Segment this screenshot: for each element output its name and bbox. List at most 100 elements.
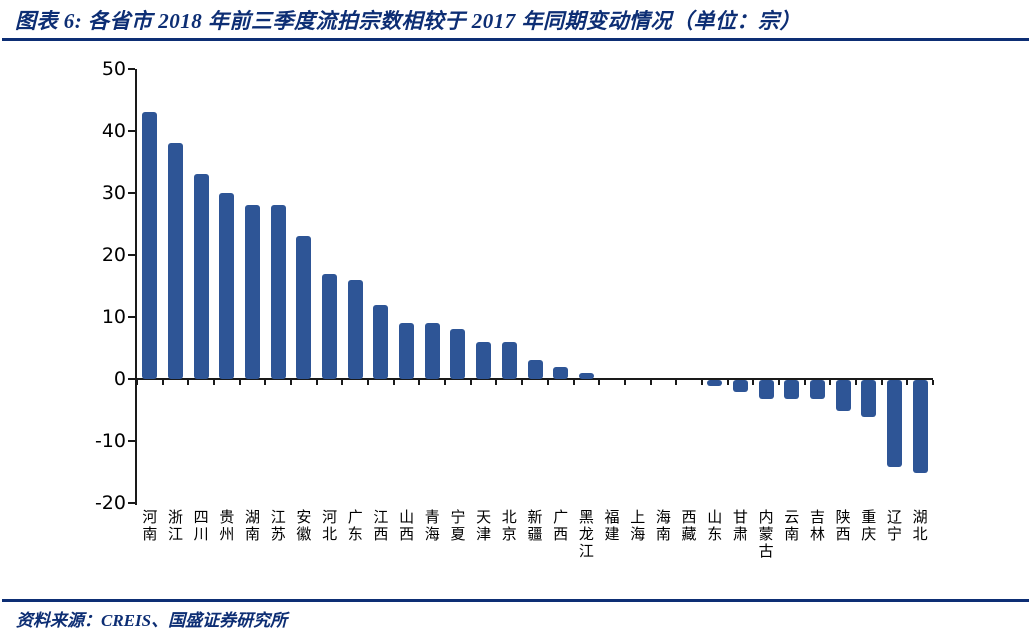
footer-divider	[2, 599, 1029, 602]
y-tick	[128, 440, 135, 442]
x-tick	[726, 380, 729, 385]
x-tick	[649, 380, 652, 385]
bar	[758, 380, 774, 399]
y-tick-label: -20	[94, 492, 126, 514]
plot-area: 河南浙江四川贵州湖南江苏安徽河北广东江西山西青海宁夏天津北京新疆广西黑龙江福建上…	[128, 68, 934, 560]
y-tick-label: 10	[101, 306, 126, 328]
y-axis-labels: 50 40 30 20 10 0 -10 -20	[60, 58, 126, 514]
y-tick	[128, 68, 135, 70]
x-tick	[418, 380, 421, 385]
category-label: 重庆	[861, 510, 877, 543]
category-label: 江西	[373, 510, 389, 543]
y-tick	[128, 130, 135, 132]
bar	[476, 341, 492, 379]
bar	[219, 193, 235, 379]
x-tick	[932, 380, 934, 385]
x-tick	[752, 380, 755, 385]
x-tick	[546, 380, 549, 385]
category-label: 天津	[476, 510, 492, 543]
x-tick	[495, 380, 498, 385]
bar	[527, 360, 543, 379]
x-tick	[829, 380, 832, 385]
bar	[296, 236, 312, 379]
x-tick	[341, 380, 344, 385]
y-tick	[128, 192, 135, 194]
y-tick-label: 0	[113, 368, 126, 390]
category-label: 陕西	[835, 510, 851, 543]
bar	[912, 380, 928, 473]
x-tick	[264, 380, 267, 385]
category-label: 青海	[424, 510, 440, 543]
y-tick	[128, 378, 135, 380]
bar	[861, 380, 877, 418]
title-divider	[2, 38, 1029, 41]
bar	[809, 380, 825, 399]
x-tick	[161, 380, 164, 385]
x-tick	[854, 380, 857, 385]
bar	[399, 323, 415, 379]
category-label: 甘肃	[732, 510, 748, 543]
category-label: 宁夏	[450, 510, 466, 543]
source-text: 资料来源：CREIS、国盛证券研究所	[16, 611, 288, 630]
y-tick-label: 40	[101, 120, 126, 142]
y-tick-label: 50	[101, 58, 126, 80]
category-label: 河南	[142, 510, 158, 543]
category-label: 贵州	[219, 510, 235, 543]
x-tick	[392, 380, 395, 385]
bar	[707, 380, 723, 387]
category-label: 北京	[501, 510, 517, 543]
x-tick	[880, 380, 883, 385]
category-label: 上海	[630, 510, 646, 543]
y-tick-label: -10	[94, 430, 126, 452]
category-label: 广西	[553, 510, 569, 543]
bar	[886, 380, 902, 467]
x-tick	[675, 380, 678, 385]
category-label: 黑龙江	[578, 510, 594, 560]
bar	[450, 329, 466, 379]
x-tick	[315, 380, 318, 385]
x-tick	[469, 380, 472, 385]
category-label: 江苏	[270, 510, 286, 543]
x-tick	[136, 380, 138, 385]
x-tick	[521, 380, 524, 385]
bar	[142, 112, 158, 379]
bar	[553, 366, 569, 379]
category-label: 新疆	[527, 510, 543, 543]
category-label: 辽宁	[886, 510, 902, 543]
category-label: 湖南	[245, 510, 261, 543]
bar	[347, 279, 363, 379]
category-label: 福建	[604, 510, 620, 543]
category-label: 海南	[655, 510, 671, 543]
bar	[732, 380, 748, 393]
y-axis-line	[135, 69, 137, 505]
y-tick-label: 20	[101, 244, 126, 266]
x-axis-line	[135, 378, 933, 380]
bar	[501, 341, 517, 379]
bar	[270, 205, 286, 379]
bar	[835, 380, 851, 411]
category-label: 湖北	[912, 510, 928, 543]
y-tick-label: 30	[101, 182, 126, 204]
category-label: 吉林	[809, 510, 825, 543]
category-label: 四川	[193, 510, 209, 543]
bar	[245, 205, 261, 379]
x-tick	[598, 380, 601, 385]
x-tick	[623, 380, 626, 385]
category-label: 广东	[347, 510, 363, 543]
x-tick	[572, 380, 575, 385]
chart-title: 图表 6: 各省市 2018 年前三季度流拍宗数相较于 2017 年同期变动情况…	[15, 9, 801, 33]
x-tick	[803, 380, 806, 385]
x-tick	[700, 380, 703, 385]
y-tick	[128, 502, 135, 504]
category-label: 内蒙古	[758, 510, 774, 560]
bar	[424, 323, 440, 379]
x-tick	[238, 380, 241, 385]
y-tick	[128, 254, 135, 256]
category-label: 山东	[707, 510, 723, 543]
bar	[168, 143, 184, 379]
x-tick	[213, 380, 216, 385]
x-tick	[777, 380, 780, 385]
x-tick	[187, 380, 190, 385]
x-tick	[290, 380, 293, 385]
